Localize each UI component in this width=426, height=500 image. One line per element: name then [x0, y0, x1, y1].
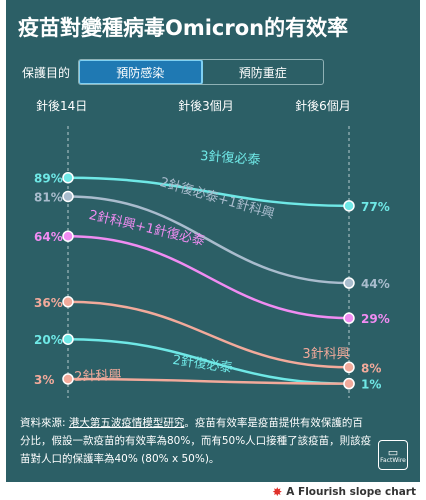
start-value-label: 81% [34, 190, 63, 204]
data-point [62, 190, 74, 203]
flourish-credit[interactable]: ✸ A Flourish slope chart [272, 485, 416, 499]
series-name-label: 3針科興 [302, 347, 349, 362]
source-prefix: 資料來源: [20, 417, 69, 429]
data-point [343, 200, 355, 212]
series-line [67, 300, 350, 369]
start-value-label: 64% [34, 230, 63, 244]
data-point [343, 377, 355, 390]
end-value-label: 1% [361, 378, 381, 392]
start-value-label: 3% [34, 373, 54, 387]
data-point [62, 373, 74, 385]
end-value-label: 29% [361, 312, 390, 326]
column-header: 針後14日 [36, 98, 87, 113]
series-line [67, 337, 350, 385]
series-name-label: 2針科興 [74, 368, 122, 385]
data-point [62, 230, 74, 242]
series-name-label: 2針復必泰 [172, 352, 234, 376]
data-point [62, 296, 74, 308]
factwire-mark-icon: ▭ [387, 445, 399, 459]
series-line [67, 176, 350, 208]
series-line [67, 377, 350, 385]
series-line [67, 195, 350, 285]
source-link[interactable]: 港大第五波疫情模型研究 [68, 417, 185, 429]
tab-prevent-infection[interactable]: 預防感染 [79, 60, 203, 84]
data-point [343, 277, 355, 289]
series-name-label: 3針復必泰 [200, 148, 261, 168]
flourish-logo-icon: ✸ [272, 485, 283, 499]
series-name-label: 2針復必泰+1針科興 [158, 174, 276, 222]
chart-card: 疫苗對變種病毒Omicron的有效率 保護目的 預防感染 預防重症 針後14日針… [6, 0, 420, 482]
note-text: 。疫苗有效率是疫苗提供有效保護的百分比，假設一款疫苗的有效率為80%，而有50%… [20, 417, 372, 465]
start-value-label: 89% [34, 172, 63, 186]
data-point [343, 361, 355, 374]
end-value-label: 8% [361, 361, 381, 375]
data-point [62, 333, 74, 345]
data-point [62, 171, 74, 184]
factwire-logo-text: FactWire [380, 456, 406, 464]
end-value-label: 77% [361, 200, 390, 214]
data-point [343, 312, 355, 324]
tab-prevent-severe[interactable]: 預防重症 [238, 65, 287, 80]
footer-note: 資料來源: 港大第五波疫情模型研究。疫苗有效率是疫苗提供有效保護的百分比，假設一… [20, 414, 372, 468]
series-line [67, 234, 350, 320]
column-header: 針後3個月 [178, 98, 234, 113]
factwire-logo: ▭ FactWire [378, 440, 408, 470]
purpose-tabs: 預防感染 預防重症 [78, 59, 324, 85]
filter-label: 保護目的 [22, 66, 71, 80]
end-value-label: 44% [361, 277, 390, 291]
start-value-label: 36% [34, 296, 63, 310]
slope-chart: 針後14日 針後3個月 針後6個月 89% 77% 3針復必泰 81% 44% 2針復必泰+1針… [34, 98, 390, 398]
column-header: 針後6個月 [295, 98, 351, 113]
chart-title: 疫苗對變種病毒Omicron的有效率 [18, 16, 349, 40]
start-value-label: 20% [34, 333, 63, 347]
flourish-credit-text: A Flourish slope chart [286, 486, 416, 498]
